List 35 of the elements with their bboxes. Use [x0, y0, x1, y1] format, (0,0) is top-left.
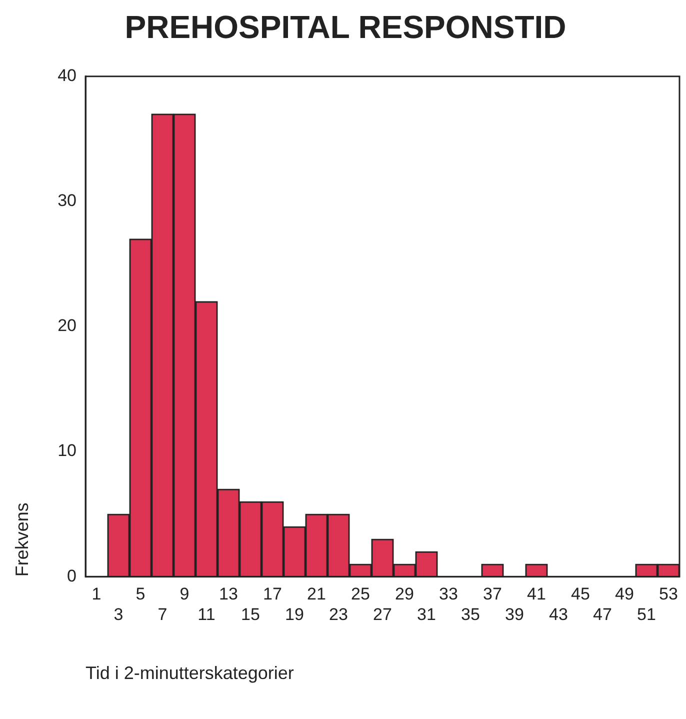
x-tick-label: 37	[483, 584, 502, 604]
x-tick-label: 11	[198, 604, 216, 624]
x-tick-label: 41	[527, 584, 546, 604]
x-tick-label: 17	[263, 584, 282, 604]
y-axis-title: Frekvens	[12, 502, 32, 577]
x-tick-label: 39	[505, 604, 524, 624]
x-tick-label: 43	[549, 604, 568, 624]
x-tick-label: 7	[158, 604, 168, 624]
x-tick-label: 21	[307, 584, 326, 604]
y-tick-label: 0	[67, 566, 77, 586]
x-tick-label: 5	[136, 584, 146, 604]
x-tick-label: 49	[615, 584, 634, 604]
x-tick-label: 29	[395, 584, 414, 604]
x-tick-label: 9	[180, 584, 190, 604]
x-axis-title: Tid i 2-minutterskategorier	[86, 663, 294, 684]
x-tick-label: 35	[461, 604, 480, 624]
y-tick-label: 40	[58, 66, 77, 86]
y-tick-label: 10	[58, 441, 77, 460]
x-tick-label: 31	[417, 604, 436, 624]
x-tick-label: 47	[593, 604, 612, 624]
x-tick-label: 19	[285, 604, 304, 624]
x-tick-label: 33	[439, 584, 458, 604]
x-tick-label: 13	[219, 584, 238, 604]
y-tick-label: 30	[58, 191, 77, 210]
x-tick-label: 53	[659, 584, 678, 604]
y-tick-label: 20	[58, 316, 77, 336]
x-tick-label: 45	[571, 584, 590, 604]
x-tick-label: 51	[637, 604, 656, 624]
x-tick-label: 25	[351, 584, 370, 604]
x-tick-label: 27	[373, 604, 392, 624]
x-tick-label: 23	[329, 604, 348, 624]
x-tick-label: 15	[241, 604, 260, 624]
x-tick-label: 3	[114, 604, 124, 624]
chart-title: PREHOSPITAL RESPONSTID	[124, 9, 566, 46]
x-tick-label: 1	[92, 584, 102, 604]
